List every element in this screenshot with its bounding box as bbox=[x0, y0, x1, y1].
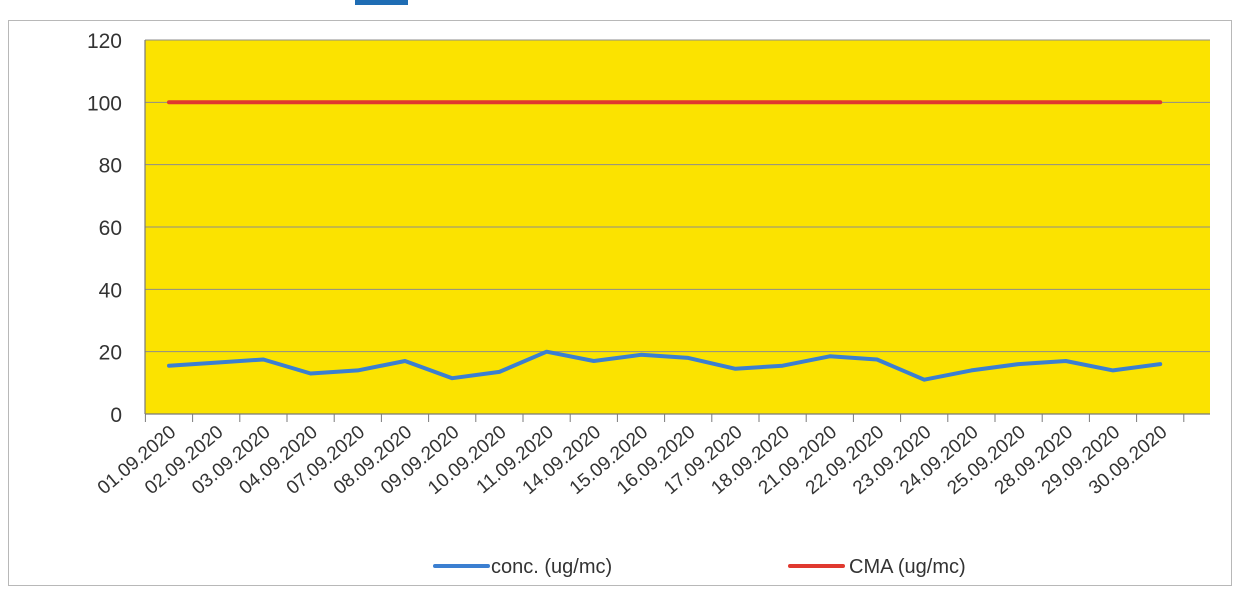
series-line bbox=[167, 349, 1163, 382]
y-tick-label: 0 bbox=[110, 404, 122, 427]
y-tick-label: 120 bbox=[87, 30, 122, 53]
legend-label: CMA (ug/mc) bbox=[849, 556, 966, 578]
y-tick-label: 40 bbox=[99, 279, 122, 302]
y-tick-label: 80 bbox=[99, 155, 122, 178]
chart-frame bbox=[8, 20, 1232, 586]
header-accent bbox=[355, 0, 408, 5]
series-lines bbox=[167, 100, 1163, 382]
axes: 02040608010012001.09.202002.09.202003.09… bbox=[87, 30, 1210, 499]
y-tick-label: 100 bbox=[87, 92, 122, 115]
y-tick-label: 60 bbox=[99, 217, 122, 240]
legend-label: conc. (ug/mc) bbox=[491, 556, 612, 578]
y-tick-label: 20 bbox=[99, 342, 122, 365]
legend: conc. (ug/mc) CMA (ug/mc) bbox=[433, 556, 966, 578]
